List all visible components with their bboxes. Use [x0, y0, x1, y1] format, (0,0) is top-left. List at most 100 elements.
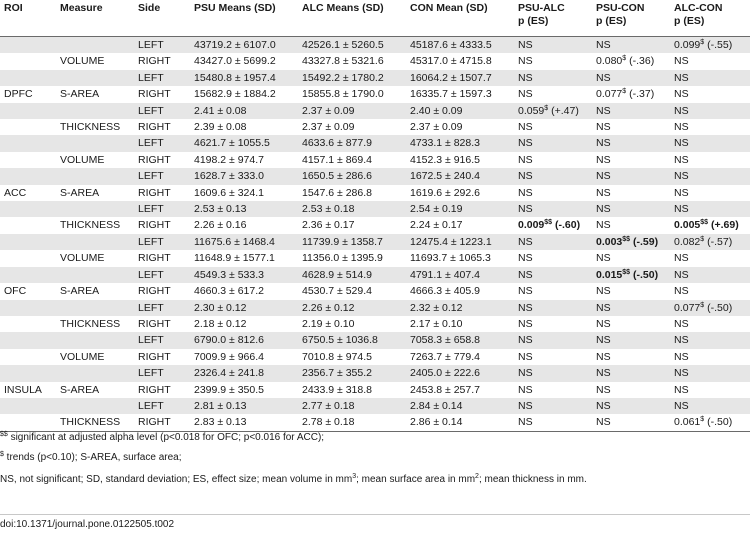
table-row: VOLUME RIGHT 4198.2 ± 974.7 4157.1 ± 869.4 4…	[0, 151, 750, 169]
con-mean-cell: 16064.2 ± 1507.7	[406, 69, 514, 87]
roi-cell: DPFC	[0, 86, 56, 103]
column-header-label: ALC-CON	[674, 2, 723, 14]
table-row: LEFT 2.81 ± 0.13 2.77 ± 0.18 2.84 ± 0.14 NS N…	[0, 397, 750, 415]
psu-mean-cell: 6790.0 ± 812.6	[190, 332, 298, 349]
table-body: LEFT 43719.2 ± 6107.0 42526.1 ± 5260.5 4518…	[0, 36, 750, 432]
alc-con-cell: NS	[670, 250, 750, 267]
p-value: NS	[674, 170, 689, 183]
roi-cell	[0, 36, 56, 54]
measure-cell: VOLUME	[56, 250, 134, 267]
psu-mean-cell: 1628.7 ± 333.0	[190, 168, 298, 185]
p-value: NS	[596, 219, 611, 232]
alc-mean-cell: 1650.5 ± 286.6	[298, 168, 406, 185]
alc-con-cell: NS	[670, 365, 750, 382]
alc-mean-cell: 7010.8 ± 974.5	[298, 348, 406, 366]
psu-con-cell: NS	[592, 332, 670, 349]
measure-cell	[56, 397, 134, 415]
effect-size: (-.50)	[704, 416, 733, 429]
effect-size: (-.57)	[704, 235, 733, 248]
psu-mean-cell: 2.18 ± 0.12	[190, 315, 298, 333]
table-row: OFC S-AREA RIGHT 4660.3 ± 617.2 4530.7 ± 529…	[0, 283, 750, 300]
alc-mean-cell: 2.26 ± 0.12	[298, 299, 406, 316]
effect-size: (-.55)	[704, 39, 733, 51]
effect-size: (-.60)	[552, 219, 581, 232]
alc-mean-cell: 2.37 ± 0.09	[298, 102, 406, 120]
side-cell: LEFT	[134, 299, 190, 316]
p-value: NS	[596, 121, 611, 134]
measure-cell: VOLUME	[56, 348, 134, 366]
table-row: LEFT 15480.8 ± 1957.4 15492.2 ± 1780.2 1606…	[0, 69, 750, 87]
measure-cell	[56, 36, 134, 54]
footnote-text: NS, not significant; SD, standard deviat…	[0, 474, 353, 485]
psu-alc-cell: NS	[514, 381, 592, 398]
alc-mean-cell: 4633.6 ± 877.9	[298, 135, 406, 152]
p-value: NS	[674, 203, 689, 216]
psu-alc-cell: 0.059$ (+.47)	[514, 102, 592, 120]
side-cell: RIGHT	[134, 119, 190, 136]
column-header-sublabel: p (ES)	[596, 15, 627, 27]
p-value: NS	[674, 55, 689, 68]
roi-cell	[0, 53, 56, 70]
p-value: NS	[596, 170, 611, 183]
alc-con-cell: NS	[670, 102, 750, 120]
column-header-label: PSU-CON	[596, 2, 645, 14]
column-header: Side	[134, 0, 190, 37]
p-value: NS	[596, 399, 611, 412]
psu-alc-cell: NS	[514, 184, 592, 202]
unit-superscript: 2	[475, 473, 479, 480]
table-row: LEFT 4621.7 ± 1055.5 4633.6 ± 877.9 4733.1 …	[0, 135, 750, 152]
alc-con-cell: NS	[670, 184, 750, 202]
alc-mean-cell: 6750.5 ± 1036.8	[298, 332, 406, 349]
roi-cell: INSULA	[0, 381, 56, 398]
significance-marker: $	[544, 104, 549, 112]
alc-mean-cell: 15855.8 ± 1790.0	[298, 86, 406, 103]
table-row: LEFT 11675.6 ± 1468.4 11739.9 ± 1358.7 1247…	[0, 233, 750, 251]
effect-size: (-.50)	[704, 301, 733, 314]
side-cell: RIGHT	[134, 414, 190, 432]
psu-alc-cell: NS	[514, 299, 592, 316]
p-value: NS	[518, 203, 533, 216]
con-mean-cell: 4733.1 ± 828.3	[406, 135, 514, 152]
side-cell: LEFT	[134, 36, 190, 54]
con-mean-cell: 4791.1 ± 407.4	[406, 266, 514, 284]
psu-mean-cell: 2.53 ± 0.13	[190, 201, 298, 218]
con-mean-cell: 16335.7 ± 1597.3	[406, 86, 514, 103]
alc-mean-cell: 11356.0 ± 1395.9	[298, 250, 406, 267]
psu-alc-cell: NS	[514, 201, 592, 218]
p-value: NS	[518, 170, 533, 183]
table-row: LEFT 43719.2 ± 6107.0 42526.1 ± 5260.5 4518…	[0, 36, 750, 54]
doi-text[interactable]: doi:10.1371/journal.pone.0122505.t002	[0, 519, 175, 530]
alc-mean-cell: 2.78 ± 0.18	[298, 414, 406, 432]
measure-cell	[56, 365, 134, 382]
p-value: NS	[596, 383, 611, 396]
column-header-label: Side	[138, 2, 161, 14]
psu-con-cell: NS	[592, 365, 670, 382]
column-header-sublabel: p (ES)	[518, 15, 549, 27]
con-mean-cell: 1672.5 ± 240.4	[406, 168, 514, 185]
p-value: NS	[518, 71, 533, 84]
psu-con-cell: NS	[592, 119, 670, 136]
side-cell: LEFT	[134, 266, 190, 284]
p-value: NS	[596, 334, 611, 347]
measure-cell: VOLUME	[56, 53, 134, 70]
psu-con-cell: NS	[592, 102, 670, 120]
footnote-marker: $$	[0, 431, 8, 438]
roi-cell	[0, 201, 56, 218]
measure-cell	[56, 168, 134, 185]
alc-mean-cell: 2.77 ± 0.18	[298, 397, 406, 415]
roi-cell	[0, 102, 56, 120]
psu-con-cell: NS	[592, 135, 670, 152]
p-value: NS	[518, 317, 533, 330]
psu-con-cell: NS	[592, 315, 670, 333]
table-row: ACC S-AREA RIGHT 1609.6 ± 324.1 1547.6 ± 286…	[0, 184, 750, 202]
roi-cell	[0, 299, 56, 316]
footnote-marker: $	[0, 451, 4, 458]
psu-con-cell: NS	[592, 184, 670, 202]
significance-marker: $	[700, 39, 705, 46]
psu-alc-cell: 0.009$$ (-.60)	[514, 217, 592, 234]
alc-con-cell: 0.061$ (-.50)	[670, 414, 750, 432]
roi-cell	[0, 332, 56, 349]
psu-alc-cell: NS	[514, 69, 592, 87]
psu-alc-cell: NS	[514, 348, 592, 366]
alc-mean-cell: 2356.7 ± 355.2	[298, 365, 406, 382]
